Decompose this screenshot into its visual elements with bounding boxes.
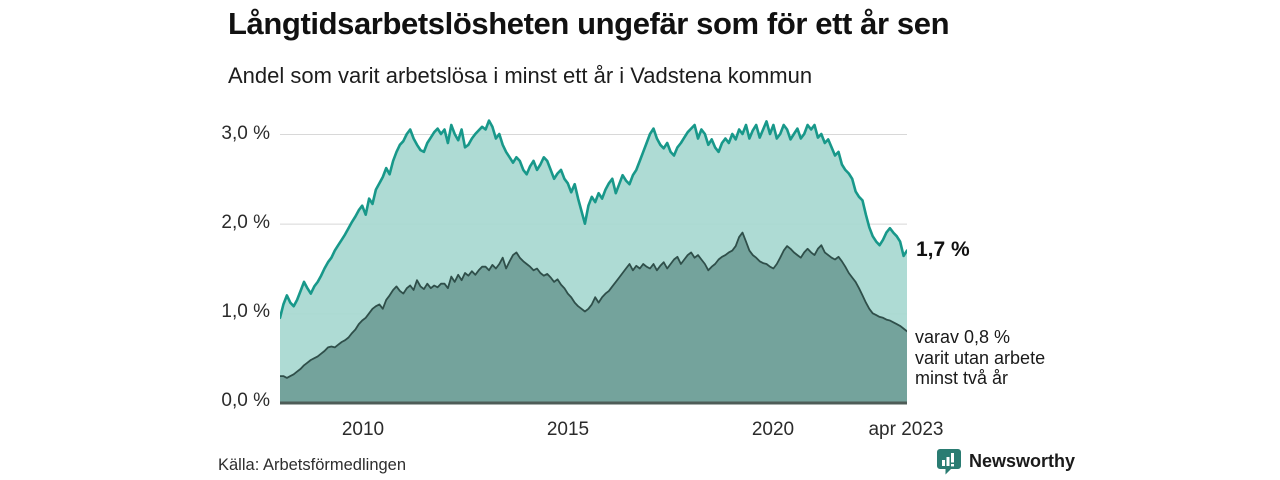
latest-value-label: 1,7 %	[916, 238, 970, 261]
y-axis-tick-2: 2,0 %	[221, 212, 270, 233]
chart-subtitle: Andel som varit arbetslösa i minst ett å…	[228, 63, 813, 88]
x-axis-tick-2010: 2010	[341, 419, 385, 440]
newsworthy-bubble-icon	[937, 449, 961, 475]
latest-detail-label: varav 0,8 % varit utan arbete minst två …	[915, 327, 1045, 389]
y-axis-tick-1: 1,0 %	[221, 301, 270, 322]
x-axis-tick-2020: 2020	[751, 419, 795, 440]
x-axis-tick-2015: 2015	[546, 419, 590, 440]
detail-line-3: minst två år	[915, 368, 1009, 388]
series-line-minst-tva-ar	[280, 231, 907, 379]
x-axis-tick-apr-2023: apr 2023	[868, 419, 944, 440]
newsworthy-wordmark: Newsworthy	[969, 451, 1076, 471]
series-area-minst-tva-ar	[280, 232, 907, 403]
newsworthy-logo: Newsworthy	[936, 448, 1075, 475]
y-axis-tick-0: 0,0 %	[221, 390, 270, 411]
y-axis-tick-3: 3,0 %	[221, 123, 270, 144]
unemployment-area-chart	[280, 119, 907, 405]
detail-line-1: varav 0,8 %	[915, 327, 1011, 347]
detail-line-2: varit utan arbete	[915, 347, 1046, 368]
source-label: Källa: Arbetsförmedlingen	[218, 456, 407, 474]
x-axis-baseline	[280, 401, 907, 405]
series-line-minst-ett-ar	[280, 119, 907, 320]
page-title: Långtidsarbetslösheten ungefär som för e…	[228, 6, 950, 41]
